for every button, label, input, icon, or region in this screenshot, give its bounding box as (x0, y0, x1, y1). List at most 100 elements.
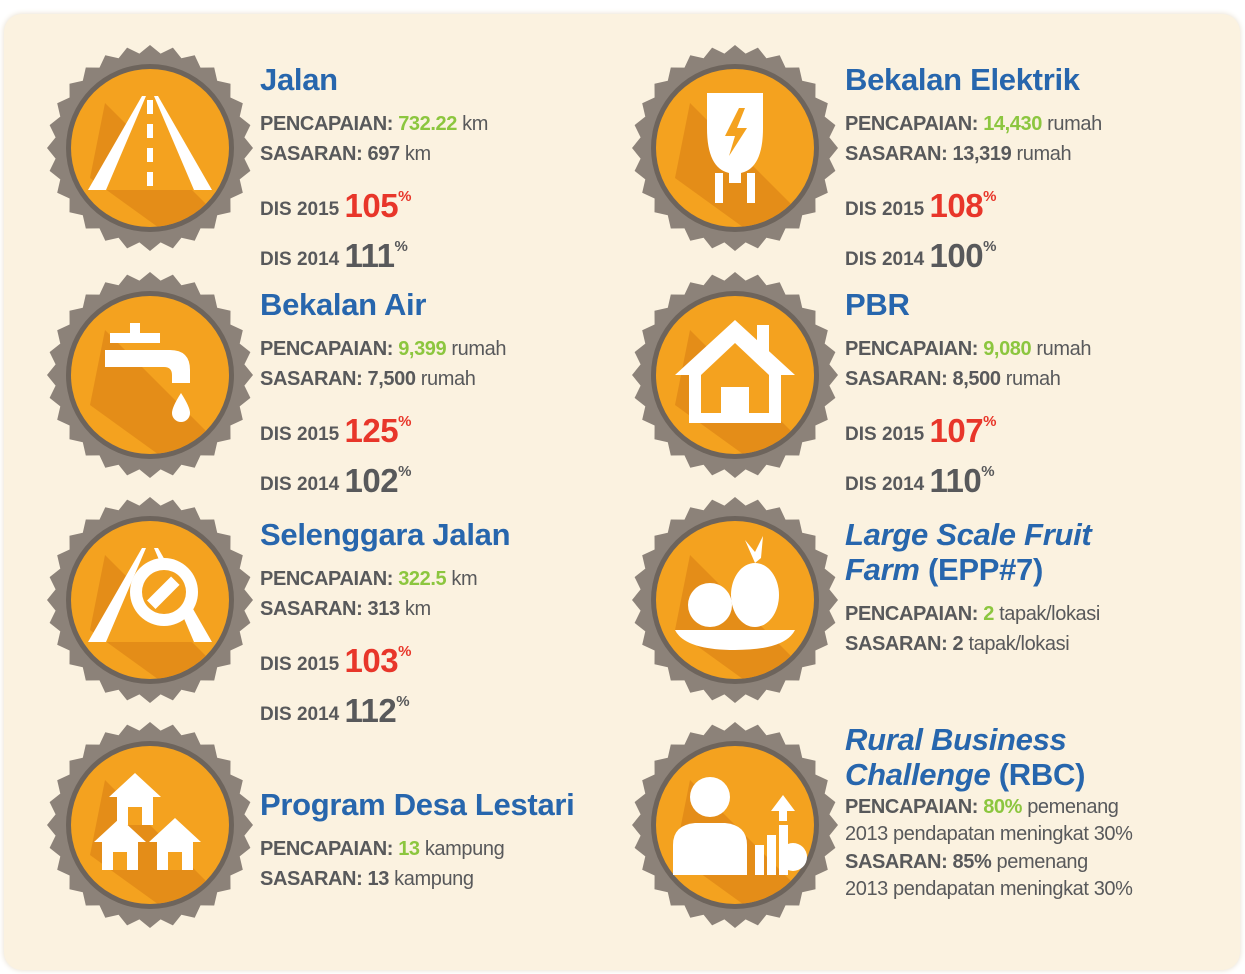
icon (715, 173, 723, 203)
title-text: Bekalan Air (260, 287, 427, 322)
badge (47, 497, 253, 703)
dis-unit: % (983, 413, 997, 430)
icon (675, 320, 795, 423)
icon (747, 173, 755, 203)
dis-unit: % (983, 238, 997, 255)
icon (675, 630, 795, 650)
icon (128, 807, 142, 825)
stat-unit: km (462, 113, 489, 135)
stat-line: PENCAPAIAN: 9,399 rumah (260, 334, 640, 364)
badge-shadow (90, 330, 229, 454)
stat-unit: rumah (1005, 368, 1061, 390)
icon (721, 387, 749, 423)
stat-value: 313 (367, 598, 401, 620)
stat-value: 2 (952, 633, 964, 655)
title-text: Jalan (260, 62, 338, 97)
stat-label: SASARAN: (260, 368, 363, 390)
stat-label: PENCAPAIAN: (260, 113, 394, 135)
stat-label: PENCAPAIAN: (845, 113, 979, 135)
dis-line: DIS 2014 102% (260, 457, 640, 500)
dis-label: DIS 2014 (845, 249, 925, 270)
stat-note: 2013 pendapatan meningkat 30% (845, 878, 1133, 900)
dis-value: 100 (929, 237, 984, 274)
stat-unit: pemenang (996, 851, 1089, 873)
stat-note: 2013 pendapatan meningkat 30% (845, 823, 1133, 845)
icon (88, 548, 212, 642)
stat-unit: kampung (424, 838, 505, 860)
title-text: Selenggara Jalan (260, 517, 511, 552)
stat-unit: rumah (420, 368, 476, 390)
icon (147, 148, 153, 162)
stat-label: SASARAN: (845, 851, 948, 873)
badge (632, 272, 838, 478)
icon (105, 323, 190, 422)
dis-line: DIS 2014 111% (260, 232, 640, 275)
item: Rural Business Challenge (RBC) PENCAPAIAN… (845, 722, 1225, 902)
item: Large Scale Fruit Farm (EPP#7) PENCAPAIAN… (845, 517, 1225, 659)
item-title: Bekalan Air (260, 287, 640, 322)
dis-value: 125 (344, 412, 399, 449)
icon (675, 536, 795, 650)
icon (767, 835, 776, 875)
dis-unit: % (398, 413, 412, 430)
dis-label: DIS 2014 (260, 249, 340, 270)
icon (147, 124, 153, 138)
item: Selenggara Jalan PENCAPAIAN: 322.5 km SASA… (260, 517, 640, 730)
stat-unit: pemenang (1027, 796, 1119, 818)
dis-label: DIS 2015 (845, 424, 925, 445)
stat-line: SASARAN: 313 km (260, 594, 640, 624)
stat-label: PENCAPAIAN: (260, 568, 394, 590)
stat-line: PENCAPAIAN: 732.22 km (260, 109, 640, 139)
stat-label: PENCAPAIAN: (845, 603, 979, 625)
icon (147, 172, 153, 186)
icon (688, 583, 732, 627)
stat-unit: tapak/lokasi (968, 633, 1070, 655)
stat-label: SASARAN: (845, 368, 948, 390)
stat-line: PENCAPAIAN: 9,080 rumah (845, 334, 1225, 364)
dis-unit: % (394, 238, 408, 255)
stat-label: PENCAPAIAN: (845, 338, 979, 360)
stat-line: PENCAPAIAN: 14,430 rumah (845, 109, 1225, 139)
dis-unit: % (396, 693, 410, 710)
item: Jalan PENCAPAIAN: 732.22 km SASARAN: 697 k… (260, 62, 640, 275)
icon (130, 323, 140, 343)
stat-value: 9,080 (983, 338, 1032, 360)
icon (172, 393, 190, 422)
icon (779, 843, 807, 871)
dis-unit: % (983, 188, 997, 205)
badge (632, 45, 838, 251)
stat-value: 697 (367, 143, 401, 165)
title-text: Program Desa Lestari (260, 787, 575, 822)
stat-value: 13 (398, 838, 420, 860)
item-title: Program Desa Lestari (260, 787, 640, 822)
title-italic: Rural Business Challenge (845, 722, 1067, 792)
item: Bekalan Air PENCAPAIAN: 9,399 rumah SASARA… (260, 287, 640, 500)
item-title: PBR (845, 287, 1225, 322)
icon (755, 845, 764, 875)
icon (88, 96, 212, 190)
stat-line: SASARAN: 85% pemenang (845, 847, 1225, 877)
stat-label: SASARAN: (845, 633, 948, 655)
badge (47, 45, 253, 251)
dis-unit: % (398, 643, 412, 660)
dis-line: DIS 2014 112% (260, 687, 640, 730)
dis-label: DIS 2015 (260, 654, 340, 675)
badge (632, 722, 838, 928)
icon (109, 773, 161, 825)
icon (690, 777, 730, 817)
dis-label: DIS 2015 (260, 199, 340, 220)
stat-unit: rumah (1036, 338, 1092, 360)
icon (168, 852, 182, 870)
title-text: PBR (845, 287, 910, 322)
title-italic: Large Scale Fruit Farm (845, 517, 1092, 587)
stat-unit: tapak/lokasi (999, 603, 1100, 625)
stat-line: SASARAN: 8,500 rumah (845, 364, 1225, 394)
dis-label: DIS 2015 (260, 424, 340, 445)
stat-line: SASARAN: 13 kampung (260, 864, 640, 894)
stat-label: SASARAN: (260, 868, 363, 890)
stat-value: 2 (983, 603, 994, 625)
item-title: Rural Business Challenge (RBC) (845, 722, 1145, 792)
icon (673, 823, 747, 875)
